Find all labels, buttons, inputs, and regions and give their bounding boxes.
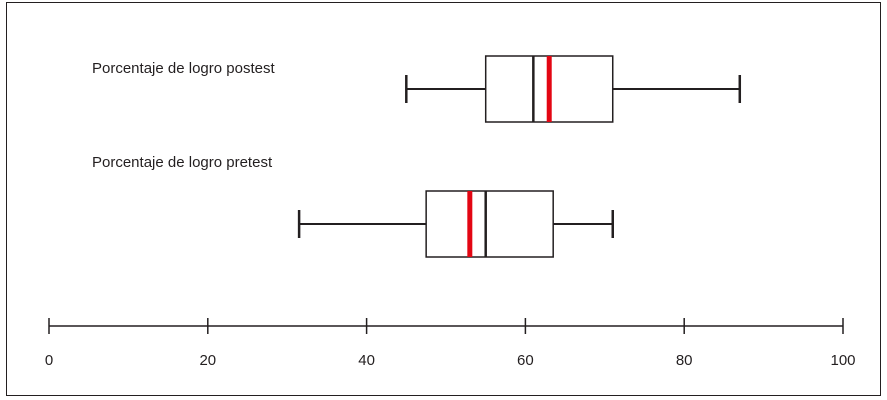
x-tick-label-20: 20 bbox=[199, 352, 216, 369]
series-labels: Porcentaje de logro postest Porcentaje d… bbox=[92, 60, 275, 171]
x-tick-label-80: 80 bbox=[676, 352, 693, 369]
series-label-pretest: Porcentaje de logro pretest bbox=[92, 154, 273, 171]
series-label-postest: Porcentaje de logro postest bbox=[92, 60, 275, 77]
box-pretest bbox=[297, 190, 614, 258]
x-tick-label-100: 100 bbox=[830, 352, 855, 369]
x-axis: 0 20 40 60 80 100 bbox=[45, 318, 856, 369]
iqr-box-pretest bbox=[425, 190, 554, 258]
x-tick-label-40: 40 bbox=[358, 352, 375, 369]
x-tick-label-0: 0 bbox=[45, 352, 53, 369]
boxes-layer bbox=[297, 55, 742, 258]
x-tick-label-60: 60 bbox=[517, 352, 534, 369]
box-postest bbox=[405, 55, 742, 123]
